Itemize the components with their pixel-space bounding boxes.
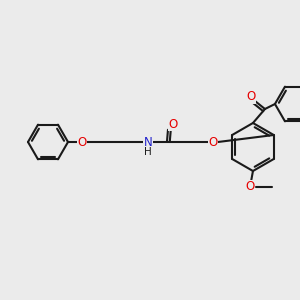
Text: H: H xyxy=(144,147,152,157)
Text: N: N xyxy=(143,136,152,148)
Text: O: O xyxy=(208,136,218,148)
Text: O: O xyxy=(245,181,255,194)
Text: O: O xyxy=(77,136,87,148)
Text: O: O xyxy=(246,91,256,103)
Text: O: O xyxy=(168,118,177,130)
